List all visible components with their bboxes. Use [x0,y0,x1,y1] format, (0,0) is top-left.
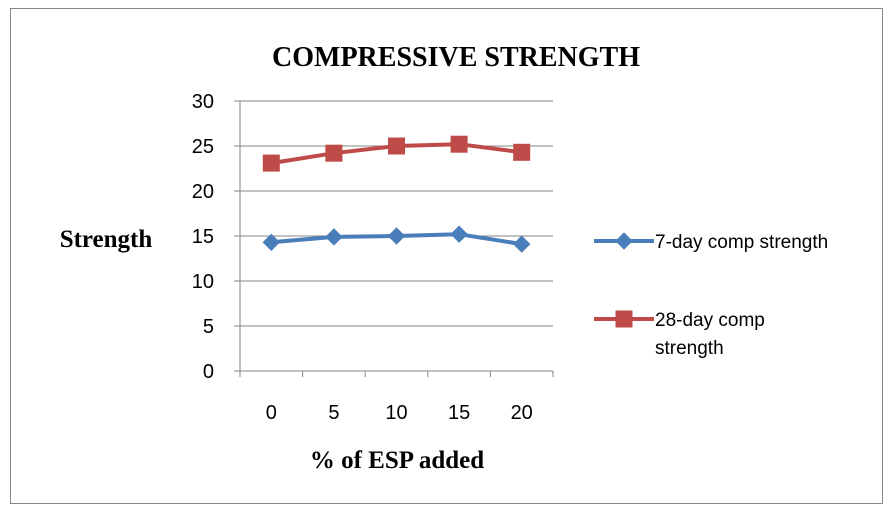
y-tick-label: 15 [192,226,214,248]
x-axis-title: % of ESP added [310,447,484,474]
data-point [387,227,406,245]
legend-item-1: 28-day comp strength [594,310,765,359]
x-tick-label: 10 [385,402,407,424]
y-tick-label: 10 [192,271,214,293]
data-point [325,228,343,246]
data-point [450,225,468,243]
x-tick-label: 20 [511,402,533,424]
series-group [262,135,531,253]
chart-title: COMPRESSIVE STRENGTH [272,42,640,73]
series-0 [262,225,531,253]
y-tick-label: 30 [192,91,214,113]
chart-frame [10,8,883,504]
x-tick-label: 15 [448,402,470,424]
axes [234,100,554,377]
series-1 [262,135,531,172]
legend-label: 7-day comp strength [655,232,828,253]
y-tick-label: 20 [192,181,214,203]
data-point [513,143,531,161]
data-point [262,233,281,252]
tick-labels: 0 5 10 15 20 25 30 0 5 10 15 20 [192,91,533,424]
data-point [512,235,531,253]
legend: 7-day comp strength 28-day comp strength [594,232,828,359]
y-tick-label: 0 [203,361,214,383]
legend-marker-1 [615,310,633,328]
data-point [388,137,405,155]
y-tick-label: 25 [192,136,214,158]
y-axis-title: Strength [60,226,153,253]
legend-label: strength [655,338,724,359]
legend-label: 28-day comp [655,310,765,331]
legend-item-0: 7-day comp strength [594,232,828,253]
x-tick-label: 0 [266,402,277,424]
data-point [262,154,280,172]
x-tick-label: 5 [328,402,339,424]
gridlines [240,100,553,327]
data-point [450,135,468,153]
legend-marker-0 [615,232,633,250]
data-point [325,144,343,162]
y-tick-label: 5 [203,316,214,338]
